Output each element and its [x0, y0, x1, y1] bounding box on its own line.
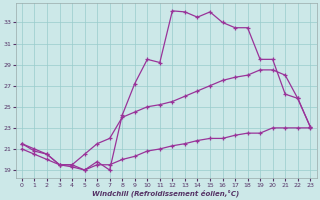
X-axis label: Windchill (Refroidissement éolien,°C): Windchill (Refroidissement éolien,°C) [92, 189, 240, 197]
